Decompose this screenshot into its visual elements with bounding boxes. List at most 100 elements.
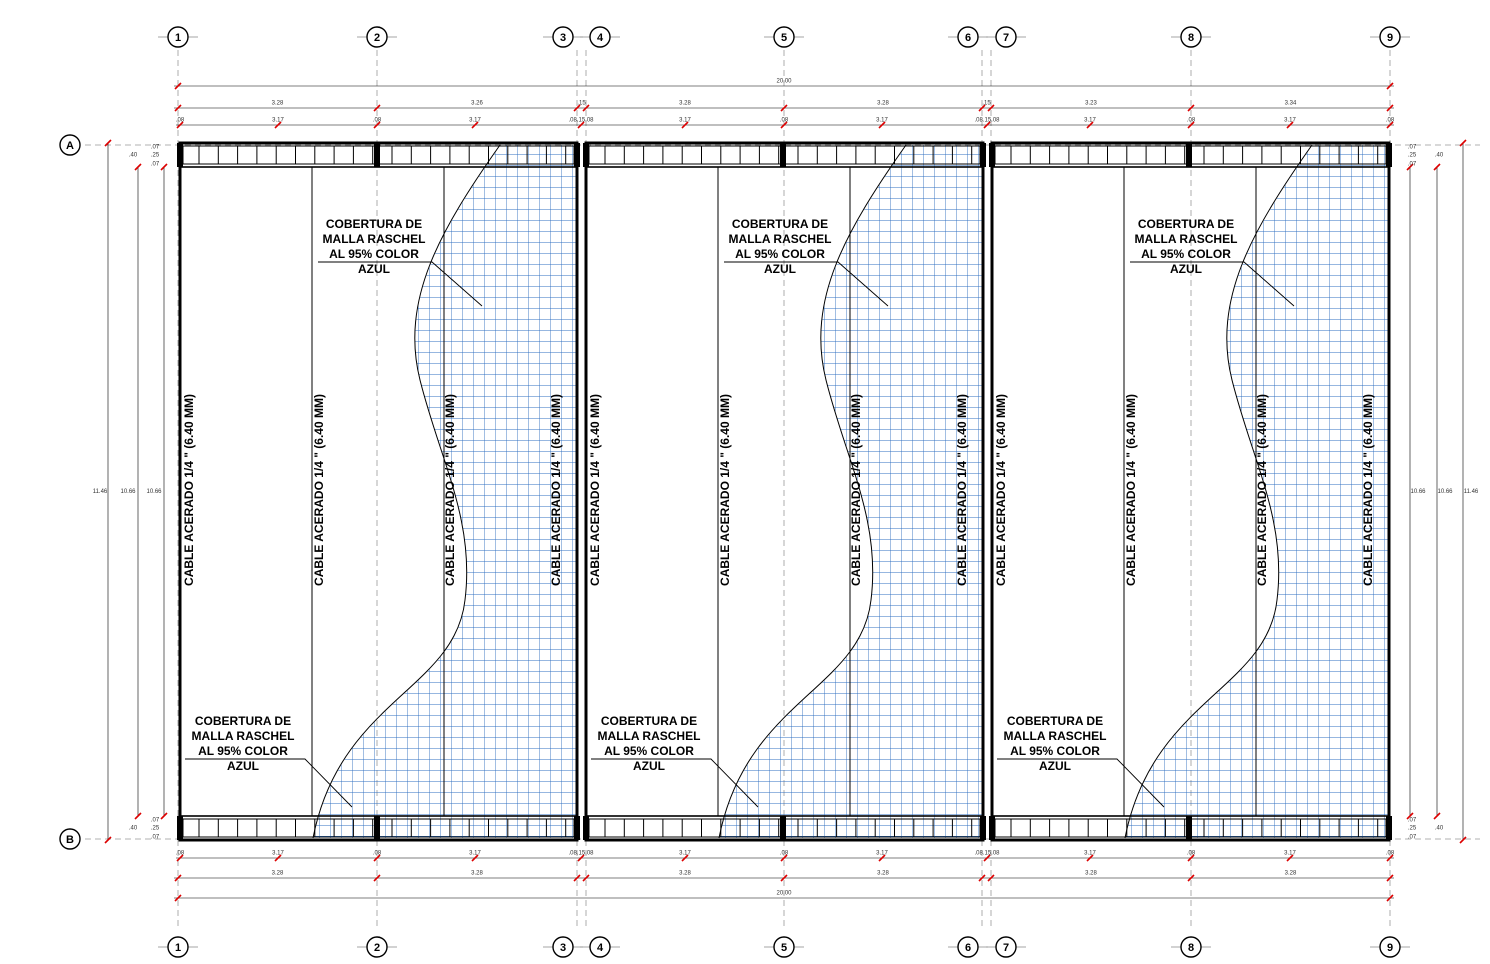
grid-label: 4 bbox=[597, 32, 604, 44]
dimension-text: 3.17 bbox=[876, 118, 888, 124]
dim-tick bbox=[160, 163, 168, 171]
dimension-text: .08 bbox=[373, 851, 382, 857]
dim-tick bbox=[983, 121, 991, 129]
dim-tick bbox=[134, 163, 142, 171]
grid-bubble bbox=[366, 936, 388, 958]
dimension-text: .08 bbox=[176, 851, 185, 857]
joint bbox=[780, 143, 786, 167]
joint bbox=[780, 816, 786, 840]
dim-tick bbox=[1286, 121, 1294, 129]
cable-label: CABLE ACERADO 1/4 " (6.40 MM) bbox=[955, 394, 969, 586]
grid-label: 9 bbox=[1387, 32, 1393, 44]
callout-text: AL 95% COLOR bbox=[1141, 247, 1231, 261]
dim-tick bbox=[1386, 104, 1394, 112]
callout-text: COBERTURA DE bbox=[1138, 217, 1234, 231]
dim-tick bbox=[573, 874, 581, 882]
cable-label: CABLE ACERADO 1/4 " (6.40 MM) bbox=[1361, 394, 1375, 586]
dim-tick bbox=[1187, 854, 1195, 862]
joint bbox=[980, 143, 986, 167]
panel: CABLE ACERADO 1/4 " (6.40 MM) CABLE ACERA… bbox=[989, 141, 1392, 842]
dimension-text: .08.15.08 bbox=[568, 851, 594, 857]
grid-label: A bbox=[66, 140, 74, 152]
joint bbox=[583, 143, 589, 167]
dimension-text: 3.17 bbox=[272, 851, 284, 857]
callout-text: AL 95% COLOR bbox=[198, 744, 288, 758]
grid-label: 8 bbox=[1188, 32, 1194, 44]
leader bbox=[1130, 261, 1295, 307]
dimension-text: 3.17 bbox=[1284, 118, 1296, 124]
grid-label: 5 bbox=[781, 942, 787, 954]
joint bbox=[980, 816, 986, 840]
leader bbox=[724, 261, 889, 307]
dim-tick bbox=[160, 812, 168, 820]
dimension-text: .08.15.08 bbox=[974, 118, 1000, 124]
callout-text: AZUL bbox=[1039, 759, 1071, 773]
dim-tick bbox=[471, 854, 479, 862]
joint bbox=[989, 816, 995, 840]
grid-label: 5 bbox=[781, 32, 787, 44]
grid-bubble bbox=[552, 936, 574, 958]
grid-bubble bbox=[59, 828, 81, 850]
dimension-text: .15 bbox=[577, 101, 586, 107]
grid-bubble bbox=[957, 26, 979, 48]
dimension-text: 3.28 bbox=[1285, 871, 1297, 877]
dim-tick bbox=[978, 874, 986, 882]
grid-label: 6 bbox=[965, 32, 971, 44]
dimension-text: .07 bbox=[151, 818, 160, 824]
dimension-text: .40 bbox=[1435, 153, 1444, 159]
callout-text: AZUL bbox=[764, 262, 796, 276]
joint bbox=[574, 143, 580, 167]
callout-text: MALLA RASCHEL bbox=[192, 729, 295, 743]
grid-bubble bbox=[59, 134, 81, 156]
dimension-text: .08 bbox=[176, 118, 185, 124]
dimension-text: .25 bbox=[1408, 153, 1417, 159]
grid-bubble bbox=[552, 26, 574, 48]
leader bbox=[185, 758, 353, 808]
dimension-text: 3.23 bbox=[1085, 101, 1097, 107]
dimension-text: .40 bbox=[1435, 826, 1444, 832]
dimension-text: 3.28 bbox=[272, 101, 284, 107]
dim-tick bbox=[582, 104, 590, 112]
callout-text: COBERTURA DE bbox=[326, 217, 422, 231]
dim-tick bbox=[1386, 874, 1394, 882]
callout-text: MALLA RASCHEL bbox=[1004, 729, 1107, 743]
dimension-text: .07 bbox=[151, 835, 160, 841]
grid-label: 6 bbox=[965, 942, 971, 954]
dim-tick bbox=[978, 104, 986, 112]
dimension-text: .08 bbox=[1187, 118, 1196, 124]
dimension-text: .08 bbox=[1187, 851, 1196, 857]
dim-tick bbox=[987, 874, 995, 882]
dim-tick bbox=[1406, 163, 1414, 171]
dim-tick bbox=[780, 854, 788, 862]
dimension-text: 3.17 bbox=[469, 851, 481, 857]
grid-label: 1 bbox=[175, 32, 181, 44]
callout-text: MALLA RASCHEL bbox=[1135, 232, 1238, 246]
dim-tick bbox=[174, 874, 182, 882]
dimension-text: 11.46 bbox=[93, 489, 108, 495]
grid-bubble bbox=[366, 26, 388, 48]
callout-text: MALLA RASCHEL bbox=[598, 729, 701, 743]
dimension-text: 20.00 bbox=[776, 79, 792, 85]
dimension-text: .07 bbox=[1408, 162, 1417, 168]
grid-bubble bbox=[1379, 26, 1401, 48]
dimension-text: 3.17 bbox=[1084, 118, 1096, 124]
joint bbox=[574, 816, 580, 840]
dimension-text: 20.00 bbox=[776, 891, 792, 897]
dim-tick bbox=[582, 874, 590, 882]
dimension-text: 3.26 bbox=[471, 101, 483, 107]
dimension-text: .15 bbox=[982, 101, 991, 107]
joint bbox=[177, 816, 183, 840]
cable-label: CABLE ACERADO 1/4 " (6.40 MM) bbox=[994, 394, 1008, 586]
dimension-text: 10.66 bbox=[120, 489, 136, 495]
dimension-text: .07 bbox=[1408, 835, 1417, 841]
joint bbox=[1186, 816, 1192, 840]
dim-tick bbox=[987, 104, 995, 112]
dim-tick bbox=[1433, 163, 1441, 171]
dimension-text: 3.17 bbox=[272, 118, 284, 124]
callout-text: AL 95% COLOR bbox=[1010, 744, 1100, 758]
callout-text: AL 95% COLOR bbox=[735, 247, 825, 261]
dim-tick bbox=[373, 854, 381, 862]
callout-text: MALLA RASCHEL bbox=[323, 232, 426, 246]
dimension-text: 3.17 bbox=[679, 851, 691, 857]
dim-tick bbox=[176, 854, 184, 862]
